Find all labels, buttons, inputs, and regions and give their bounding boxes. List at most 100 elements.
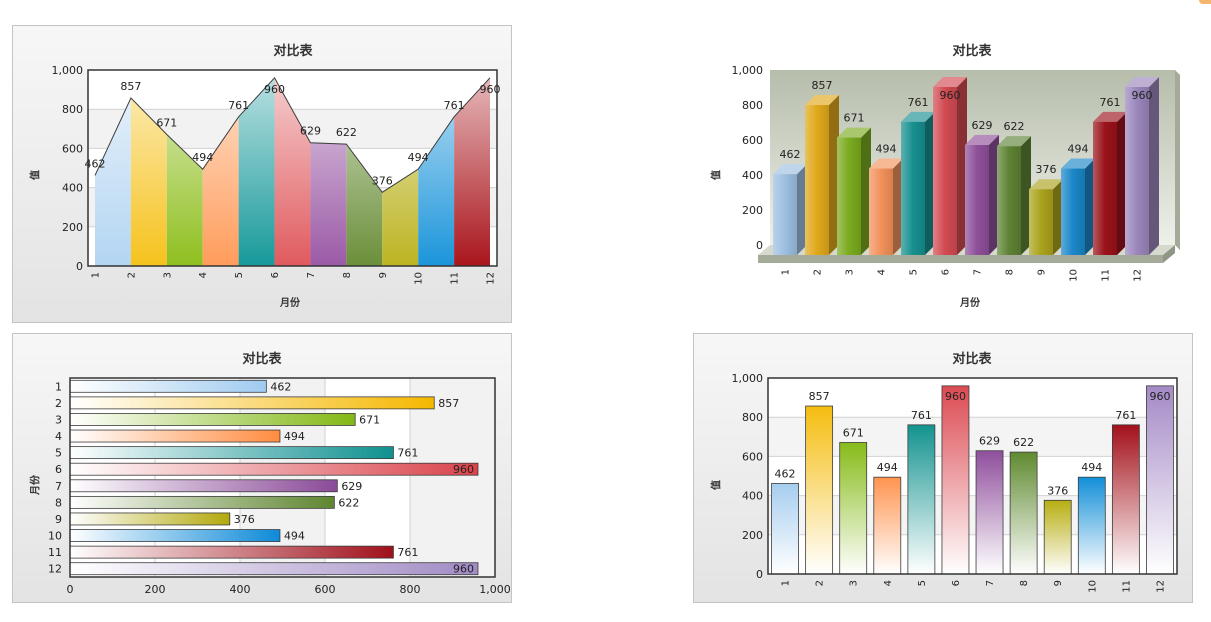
- plot-border: [87, 69, 498, 267]
- column-front: [1029, 189, 1053, 255]
- column-top: [805, 95, 839, 106]
- column-side: [957, 77, 967, 255]
- column-3d-chart-panel: 对比表 值 月份 0 200 400 600 800 1,000 1 2 3 4 5 6 7 8 9 10 11…: [693, 25, 1193, 323]
- data-label: 629: [300, 125, 321, 138]
- horizontal-bar-chart-panel: 对比表 月份 0 200 400 600 800 1,000 1 2 3 4 5 6 7 8 9 10 11 12…: [12, 333, 512, 603]
- grid-band: [410, 378, 495, 577]
- column-front: [1061, 168, 1085, 255]
- column-front: [997, 146, 1021, 255]
- x-tick-label: 6: [941, 269, 952, 275]
- area-segment: [130, 98, 167, 266]
- y-tick-label: 12: [48, 563, 62, 576]
- data-label: 857: [438, 397, 459, 410]
- bar: [69, 512, 231, 526]
- x-tick-label: 8: [1019, 580, 1030, 586]
- data-label: 960: [453, 463, 474, 476]
- y-tick-label: 200: [742, 204, 763, 217]
- data-label: 960: [945, 390, 966, 403]
- column-front: [965, 144, 989, 255]
- bar: [69, 562, 479, 576]
- column: [1125, 77, 1159, 255]
- column: [933, 77, 967, 255]
- column-side: [829, 95, 839, 256]
- data-label: 494: [192, 151, 213, 164]
- y-tick-label: 400: [742, 490, 763, 503]
- wall-side: [1175, 70, 1180, 250]
- x-tick-label: 1,000: [479, 583, 511, 596]
- x-tick-label: 9: [1037, 269, 1048, 275]
- bar: [907, 424, 936, 575]
- data-label: 494: [877, 461, 898, 474]
- y-tick-label: 600: [742, 134, 763, 147]
- y-tick-label: 1,000: [732, 372, 764, 385]
- y-tick-label: 800: [742, 411, 763, 424]
- data-label: 761: [228, 99, 249, 112]
- column: [997, 136, 1031, 255]
- area-segment: [238, 77, 275, 266]
- y-tick-label: 800: [742, 99, 763, 112]
- bar: [69, 446, 394, 460]
- x-tick-label: 11: [450, 272, 461, 285]
- data-label: 376: [234, 513, 255, 526]
- x-tick-label: 6: [270, 272, 281, 278]
- column-front: [933, 87, 957, 255]
- x-tick-label: 6: [951, 580, 962, 586]
- area-segment: [454, 77, 490, 266]
- x-tick-label: 11: [1121, 580, 1132, 593]
- column-top: [901, 111, 935, 122]
- x-tick-label: 10: [414, 272, 425, 285]
- y-tick-label: 200: [742, 529, 763, 542]
- x-tick-label: 12: [1155, 580, 1166, 593]
- y-tick-label: 800: [62, 103, 83, 116]
- y-tick-label: 1,000: [732, 64, 764, 77]
- bar: [771, 483, 799, 575]
- data-label: 761: [397, 447, 418, 460]
- y-tick-label: 7: [55, 480, 62, 493]
- x-tick-label: 10: [1087, 580, 1098, 593]
- data-label: 494: [1081, 461, 1102, 474]
- data-label: 622: [1013, 436, 1034, 449]
- column-side: [1021, 136, 1031, 255]
- bar: [805, 405, 834, 575]
- y-axis-label: 值: [29, 170, 42, 180]
- x-tick-label: 7: [973, 269, 984, 275]
- data-label: 494: [1068, 143, 1089, 156]
- x-tick-label: 12: [486, 272, 497, 285]
- bar: [69, 429, 281, 443]
- data-label: 494: [284, 430, 305, 443]
- data-label: 622: [1004, 120, 1025, 133]
- x-tick-label: 8: [342, 272, 353, 278]
- chart-title: 对比表: [952, 43, 992, 59]
- x-tick-label: 9: [378, 272, 389, 278]
- data-label: 376: [1047, 484, 1068, 497]
- bar: [69, 495, 335, 509]
- data-label: 960: [480, 83, 501, 96]
- corner-tab: [1199, 0, 1211, 4]
- data-label: 494: [284, 530, 305, 543]
- area-segment: [310, 142, 347, 266]
- column-top: [773, 164, 807, 175]
- column: [1061, 158, 1095, 255]
- area-segment: [382, 169, 419, 266]
- column-top: [837, 127, 871, 138]
- bar: [69, 545, 394, 559]
- data-label: 462: [775, 467, 796, 480]
- x-tick-label: 1: [781, 269, 792, 275]
- column-front: [805, 105, 829, 256]
- bar: [1009, 451, 1038, 575]
- area-segment: [202, 116, 239, 267]
- bar: [69, 396, 435, 410]
- chart-title: 对比表: [273, 43, 313, 59]
- x-tick-label: 5: [909, 269, 920, 275]
- column: [773, 164, 807, 255]
- x-axis-label: 月份: [959, 296, 981, 309]
- x-tick-label: 3: [849, 580, 860, 586]
- data-label: 960: [940, 89, 961, 102]
- area-chart-panel: 对比表 值 月份 0 200 400 600 800 1,000 462 857 671 494 7…: [12, 25, 512, 323]
- grid-band: [768, 417, 1177, 457]
- column-top: [1061, 158, 1095, 169]
- plot-area: [768, 378, 1177, 574]
- y-tick-label: 11: [48, 546, 62, 559]
- bar: [69, 413, 356, 426]
- x-tick-label: 3: [162, 272, 173, 278]
